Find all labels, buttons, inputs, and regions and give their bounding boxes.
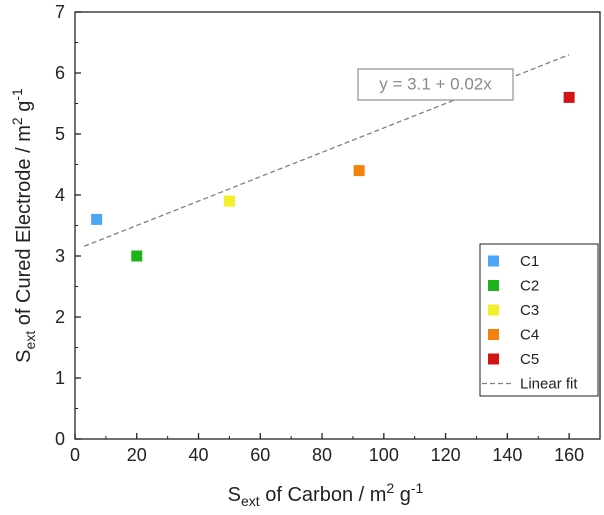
- y-axis-ticks: 0 1 2 3 4 5 6 7: [55, 2, 81, 449]
- x-tick-label: 80: [312, 445, 332, 465]
- y-axis-label: Sext of Cured Electrode / m2 g-1: [9, 88, 38, 363]
- y-tick-label: 6: [55, 63, 65, 83]
- x-axis-label: Sext of Carbon / m2 g-1: [228, 480, 424, 509]
- y-tick-label: 3: [55, 246, 65, 266]
- x-axis-label-sub: ext: [241, 493, 260, 509]
- x-axis-label-rest: of Carbon / m: [260, 484, 387, 506]
- x-axis-label-main: S: [228, 484, 241, 506]
- legend-swatch-c4: [488, 329, 499, 340]
- legend-label-c5: C5: [520, 351, 539, 368]
- legend-swatch-c1: [488, 255, 499, 267]
- y-tick-label: 5: [55, 124, 65, 144]
- legend-label-linear-fit: Linear fit: [520, 376, 578, 393]
- y-axis-label-sub: ext: [22, 331, 38, 350]
- y-axis-label-main: S: [13, 349, 35, 362]
- data-point-c2: [131, 250, 143, 262]
- y-tick-label: 0: [55, 429, 65, 449]
- x-tick-label: 160: [554, 445, 584, 465]
- y-axis-label-rest: of Cured Electrode / m: [13, 125, 35, 331]
- x-axis-label-sup2: -1: [411, 480, 424, 496]
- legend-label-c2: C2: [520, 278, 539, 295]
- data-points-layer: [91, 91, 575, 262]
- legend-label-c1: C1: [520, 253, 539, 270]
- data-point-c5: [563, 91, 575, 103]
- y-tick-label: 2: [55, 307, 65, 327]
- legend-swatch-c3: [488, 304, 499, 316]
- x-tick-label: 60: [250, 445, 270, 465]
- x-tick-label: 140: [492, 445, 522, 465]
- legend-swatch-c5: [488, 353, 499, 365]
- x-axis-label-tail: g: [394, 484, 411, 506]
- x-axis-ticks: 0 20 40 60 80 100 120 140 160: [70, 433, 584, 465]
- x-tick-label: 40: [189, 445, 209, 465]
- fit-equation-text: y = 3.1 + 0.02x: [379, 74, 492, 93]
- y-axis-label-sup: 2: [9, 117, 25, 125]
- plot-area-frame: [74, 11, 601, 440]
- x-tick-label: 100: [369, 445, 399, 465]
- data-point-c4: [353, 165, 365, 177]
- x-tick-label: 20: [127, 445, 147, 465]
- legend-items: C1 C2 C3 C4 C5 Linear fit: [482, 253, 578, 393]
- y-axis-label-tail: g: [13, 101, 35, 118]
- y-tick-label: 7: [55, 2, 65, 22]
- y-tick-label: 4: [55, 185, 65, 205]
- legend-swatch-c2: [488, 280, 499, 291]
- x-axis-label-sup: 2: [386, 480, 394, 496]
- legend-box: [479, 243, 599, 397]
- fit-equation-annotation: y = 3.1 + 0.02x: [357, 68, 514, 101]
- y-tick-label: 1: [55, 368, 65, 388]
- y-axis-label-sup2: -1: [9, 88, 25, 101]
- data-point-c1: [91, 213, 103, 225]
- legend: C1 C2 C3 C4 C5 Linear fit: [479, 243, 599, 397]
- legend-label-c3: C3: [520, 302, 539, 319]
- legend-label-c4: C4: [520, 327, 539, 344]
- x-tick-label: 0: [70, 445, 80, 465]
- x-tick-label: 120: [431, 445, 461, 465]
- fit-equation-box: [357, 68, 514, 101]
- data-point-c3: [223, 195, 235, 207]
